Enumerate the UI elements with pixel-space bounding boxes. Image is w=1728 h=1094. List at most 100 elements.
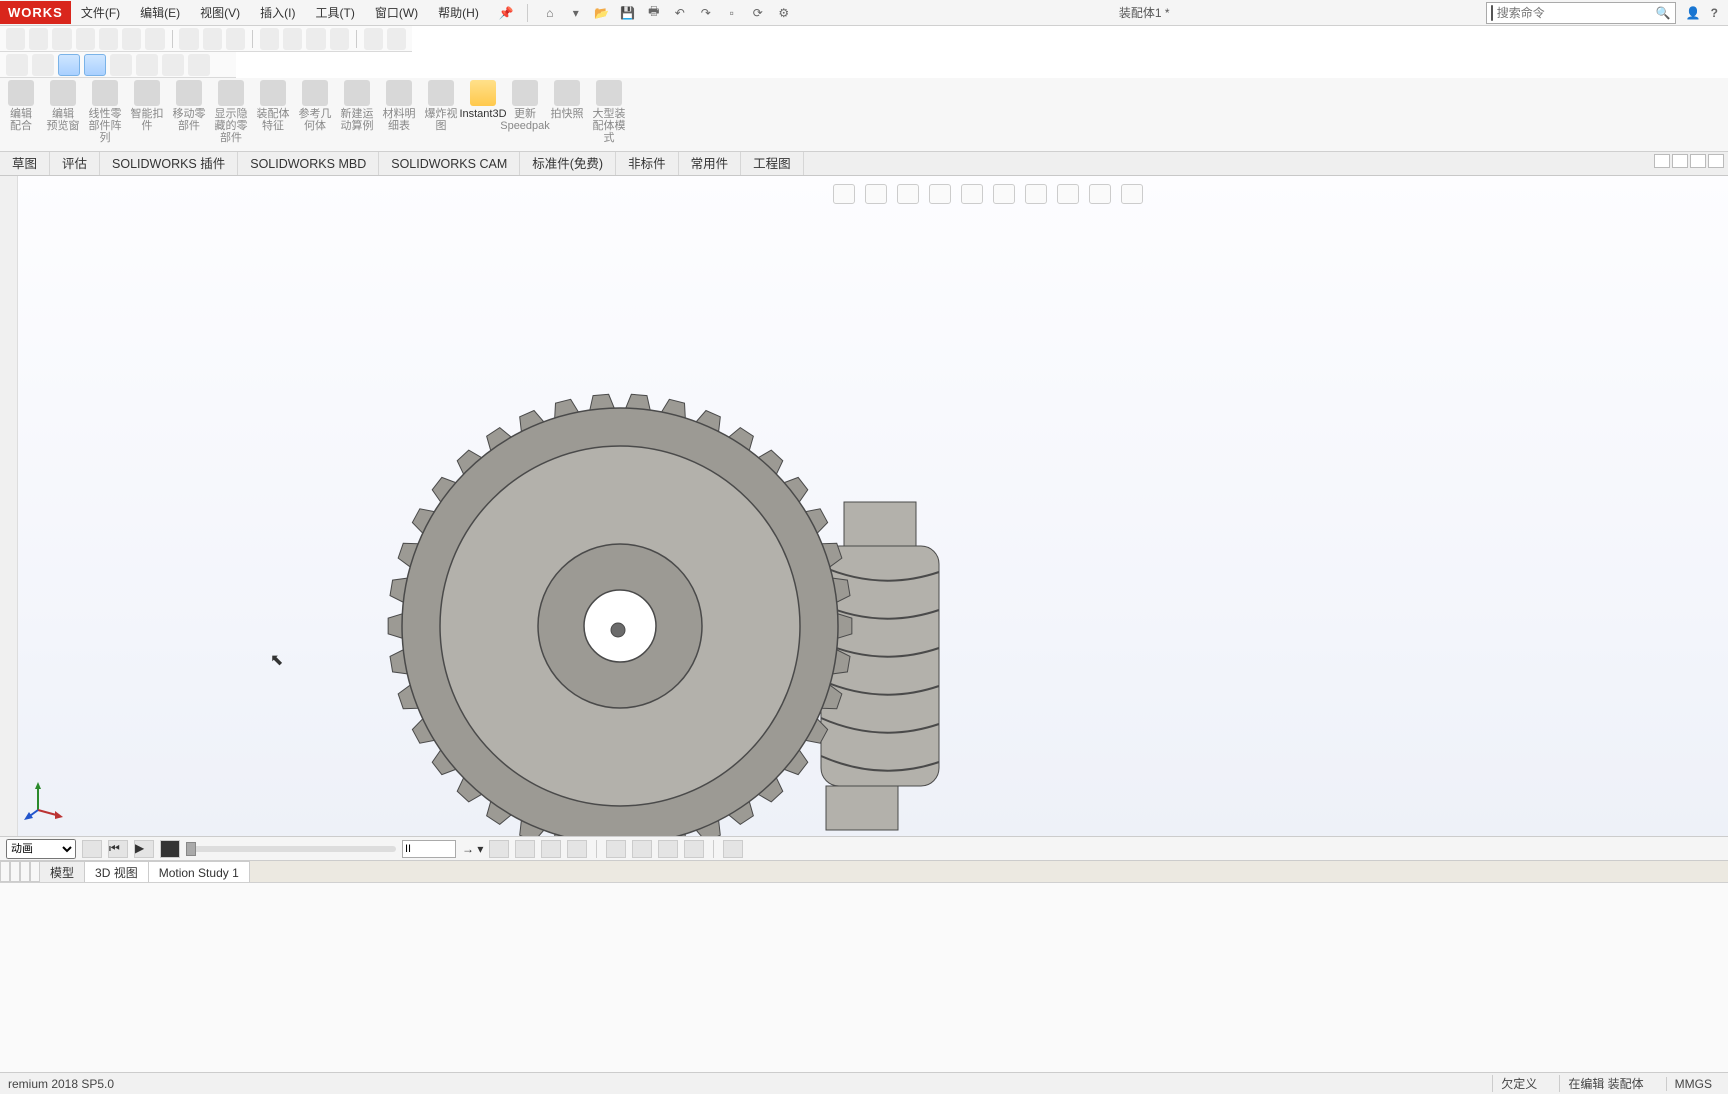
ribbon-btn-5[interactable]: 显示隐藏的零部件 [210, 78, 252, 151]
select-icon[interactable]: ▫ [721, 2, 743, 24]
bottom-tab-3dview[interactable]: 3D 视图 [84, 861, 149, 882]
tab-8[interactable]: 工程图 [741, 152, 804, 175]
ribbon-btn-7[interactable]: 参考几何体 [294, 78, 336, 151]
menu-tools[interactable]: 工具(T) [306, 0, 365, 26]
rebuild-icon[interactable]: ⟳ [747, 2, 769, 24]
ribbon-btn-9[interactable]: 材料明细表 [378, 78, 420, 151]
status-units[interactable]: MMGS [1666, 1077, 1720, 1091]
search-run-icon[interactable] [1491, 5, 1493, 21]
tool-a4[interactable] [76, 28, 95, 50]
autokey-icon[interactable] [541, 840, 561, 858]
save-anim-icon[interactable] [489, 840, 509, 858]
print-icon[interactable]: 🖶 [643, 2, 665, 24]
tool-b5[interactable] [110, 54, 132, 76]
motion-options-icon[interactable] [723, 840, 743, 858]
mdi-min-icon[interactable] [1654, 154, 1670, 168]
options-icon[interactable]: ⚙ [773, 2, 795, 24]
tool-b7[interactable] [162, 54, 184, 76]
menu-help[interactable]: 帮助(H) [428, 0, 489, 26]
tool-b2[interactable] [32, 54, 54, 76]
ribbon-btn-14[interactable]: 大型装配体模式 [588, 78, 630, 151]
tool-a11[interactable] [260, 28, 279, 50]
tab-4[interactable]: SOLIDWORKS CAM [379, 152, 520, 175]
tool-a3[interactable] [52, 28, 71, 50]
tool-b8[interactable] [188, 54, 210, 76]
search-glass-icon[interactable]: 🔍 [1656, 6, 1671, 20]
menu-insert[interactable]: 插入(I) [250, 0, 305, 26]
contact-icon[interactable] [658, 840, 678, 858]
ribbon-btn-6[interactable]: 装配体特征 [252, 78, 294, 151]
undo-icon[interactable]: ↶ [669, 2, 691, 24]
menu-window[interactable]: 窗口(W) [365, 0, 428, 26]
playback-speed-input[interactable] [402, 840, 456, 858]
study-type-select[interactable]: 动画 [6, 839, 76, 859]
tool-a10[interactable] [226, 28, 245, 50]
menu-file[interactable]: 文件(F) [71, 0, 130, 26]
bottom-tab-model[interactable]: 模型 [39, 861, 85, 882]
home-icon[interactable]: ⌂ [539, 2, 561, 24]
playback-slider[interactable] [186, 846, 396, 852]
ribbon-btn-8[interactable]: 新建运动算例 [336, 78, 378, 151]
tool-a9[interactable] [203, 28, 222, 50]
pin-icon[interactable]: 📌 [489, 6, 524, 20]
play-start-icon[interactable]: ⏮ [108, 840, 128, 858]
tool-b6[interactable] [136, 54, 158, 76]
tool-a5[interactable] [99, 28, 118, 50]
menu-edit[interactable]: 编辑(E) [130, 0, 190, 26]
mdi-max-icon[interactable] [1672, 154, 1688, 168]
tool-a13[interactable] [306, 28, 325, 50]
stop-icon[interactable] [160, 840, 180, 858]
ribbon-btn-4[interactable]: 移动零部件 [168, 78, 210, 151]
tool-b4[interactable] [84, 54, 106, 76]
speed-arrow-icon[interactable]: → ▾ [462, 842, 483, 856]
tool-b3[interactable] [58, 54, 80, 76]
motor-icon[interactable] [606, 840, 626, 858]
motion-timeline[interactable] [0, 882, 1728, 1072]
bottom-tab-motionstudy[interactable]: Motion Study 1 [148, 861, 250, 882]
tab-5[interactable]: 标准件(免费) [520, 152, 616, 175]
graphics-viewport[interactable]: ⬉ [0, 176, 1728, 836]
tool-a15[interactable] [364, 28, 383, 50]
menu-view[interactable]: 视图(V) [190, 0, 250, 26]
mdi-restore-icon[interactable] [1690, 154, 1706, 168]
ribbon-btn-11[interactable]: Instant3D [462, 78, 504, 151]
tab-7[interactable]: 常用件 [679, 152, 742, 175]
ribbon-btn-10[interactable]: 爆炸视图 [420, 78, 462, 151]
spring-icon[interactable] [632, 840, 652, 858]
ribbon-btn-1[interactable]: 编辑预览窗 [42, 78, 84, 151]
ribbon-btn-3[interactable]: 智能扣件 [126, 78, 168, 151]
tool-a7[interactable] [145, 28, 164, 50]
redo-icon[interactable]: ↷ [695, 2, 717, 24]
save-icon[interactable]: 💾 [617, 2, 639, 24]
tool-a8[interactable] [179, 28, 198, 50]
tool-a1[interactable] [6, 28, 25, 50]
tool-a6[interactable] [122, 28, 141, 50]
ribbon-btn-12[interactable]: 更新Speedpak [504, 78, 546, 151]
tool-b1[interactable] [6, 54, 28, 76]
command-search[interactable]: 🔍 [1486, 2, 1676, 24]
gravity-icon[interactable] [684, 840, 704, 858]
orientation-triad[interactable] [24, 780, 64, 820]
open-icon[interactable]: 📂 [591, 2, 613, 24]
tab-0[interactable]: 草图 [0, 152, 50, 175]
tab-3[interactable]: SOLIDWORKS MBD [238, 152, 379, 175]
play-icon[interactable]: ▶ [134, 840, 154, 858]
calc-icon[interactable] [82, 840, 102, 858]
ribbon-btn-2[interactable]: 线性零部件阵列 [84, 78, 126, 151]
tab-1[interactable]: 评估 [50, 152, 100, 175]
search-input[interactable] [1497, 6, 1652, 20]
new-icon[interactable]: ▾ [565, 2, 587, 24]
tool-a16[interactable] [387, 28, 406, 50]
tab-2[interactable]: SOLIDWORKS 插件 [100, 152, 238, 175]
tab-6[interactable]: 非标件 [616, 152, 679, 175]
tool-a14[interactable] [330, 28, 349, 50]
ribbon-btn-13[interactable]: 拍快照 [546, 78, 588, 151]
anim-wizard-icon[interactable] [515, 840, 535, 858]
tool-a12[interactable] [283, 28, 302, 50]
tool-a2[interactable] [29, 28, 48, 50]
help-icon[interactable]: ? [1711, 6, 1718, 20]
mdi-close-icon[interactable] [1708, 154, 1724, 168]
tab-scroll[interactable] [0, 861, 40, 882]
user-icon[interactable]: 👤 [1686, 6, 1701, 20]
addkey-icon[interactable] [567, 840, 587, 858]
